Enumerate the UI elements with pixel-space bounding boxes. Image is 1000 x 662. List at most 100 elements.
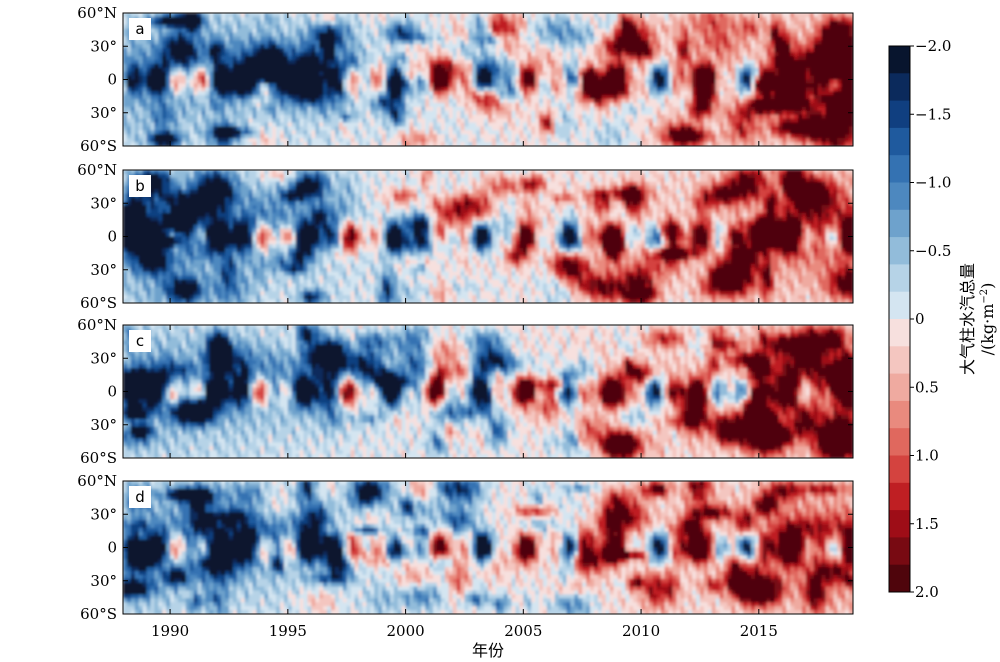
heatmap-cell bbox=[315, 59, 320, 65]
heatmap-cell bbox=[342, 83, 348, 88]
heatmap-cell bbox=[484, 48, 489, 53]
heatmap-cell bbox=[370, 28, 375, 34]
heatmap-cell bbox=[554, 106, 560, 112]
heatmap-cell bbox=[315, 83, 320, 88]
heatmap-cell bbox=[283, 106, 289, 112]
heatmap-cell bbox=[197, 56, 203, 61]
heatmap-cell bbox=[503, 99, 509, 104]
heatmap-cell bbox=[707, 110, 713, 116]
heatmap-cell bbox=[385, 91, 391, 96]
heatmap-cell bbox=[134, 13, 140, 18]
heatmap-cell bbox=[684, 91, 689, 96]
heatmap-cell bbox=[488, 40, 493, 45]
heatmap-cell bbox=[707, 13, 713, 18]
heatmap-cell bbox=[778, 52, 783, 57]
heatmap-cell bbox=[743, 91, 748, 96]
heatmap-cell bbox=[641, 36, 646, 41]
heatmap-cell bbox=[123, 16, 128, 22]
heatmap-cell bbox=[586, 24, 591, 30]
heatmap-cell bbox=[130, 71, 136, 77]
heatmap-cell bbox=[374, 87, 379, 92]
heatmap-cell bbox=[225, 28, 230, 34]
heatmap-cell bbox=[590, 48, 595, 53]
heatmap-cell bbox=[519, 75, 524, 81]
heatmap-cell bbox=[162, 83, 167, 88]
heatmap-cell bbox=[354, 52, 360, 57]
heatmap-cell bbox=[362, 83, 367, 88]
heatmap-cell bbox=[629, 95, 634, 100]
heatmap-cell bbox=[849, 87, 853, 92]
heatmap-cell bbox=[370, 79, 375, 85]
heatmap-cell bbox=[637, 36, 642, 41]
heatmap-cell bbox=[389, 71, 395, 77]
heatmap-cell bbox=[786, 40, 791, 45]
heatmap-cell bbox=[727, 91, 732, 96]
heatmap-cell bbox=[719, 52, 725, 57]
heatmap-cell bbox=[319, 71, 324, 77]
heatmap-cell bbox=[511, 13, 517, 18]
heatmap-cell bbox=[578, 20, 583, 26]
heatmap-cell bbox=[217, 63, 222, 69]
heatmap-cell bbox=[707, 52, 713, 57]
heatmap-cell bbox=[519, 71, 524, 77]
heatmap-cell bbox=[413, 75, 418, 81]
heatmap-cell bbox=[283, 79, 289, 85]
heatmap-cell bbox=[813, 36, 819, 41]
heatmap-cell bbox=[166, 71, 171, 77]
heatmap-cell bbox=[668, 95, 674, 100]
heatmap-cell bbox=[342, 59, 348, 65]
heatmap-cell bbox=[523, 59, 528, 65]
heatmap-cell bbox=[648, 32, 654, 38]
heatmap-cell bbox=[539, 36, 544, 41]
heatmap-cell bbox=[833, 106, 838, 112]
heatmap-cell bbox=[358, 91, 363, 96]
heatmap-cell bbox=[621, 20, 626, 26]
heatmap-cell bbox=[539, 40, 544, 45]
heatmap-cell bbox=[770, 52, 776, 57]
heatmap-cell bbox=[123, 48, 128, 53]
heatmap-cell bbox=[358, 71, 363, 77]
heatmap-cell bbox=[731, 13, 736, 18]
heatmap-cell bbox=[162, 95, 167, 100]
heatmap-cell bbox=[578, 52, 583, 57]
heatmap-cell bbox=[739, 99, 744, 104]
heatmap-cell bbox=[217, 106, 222, 112]
heatmap-cell bbox=[456, 114, 462, 120]
heatmap-cell bbox=[613, 87, 619, 92]
heatmap-cell bbox=[452, 20, 458, 26]
heatmap-cell bbox=[436, 102, 442, 108]
heatmap-cell bbox=[550, 13, 556, 18]
heatmap-cell bbox=[236, 16, 242, 22]
heatmap-cell bbox=[762, 95, 768, 100]
heatmap-cell bbox=[542, 36, 548, 41]
heatmap-cell bbox=[590, 32, 595, 38]
heatmap-cell bbox=[821, 44, 827, 49]
heatmap-cell bbox=[366, 28, 371, 34]
heatmap-cell bbox=[389, 44, 395, 49]
heatmap-cell bbox=[405, 114, 411, 120]
heatmap-cell bbox=[209, 24, 214, 30]
heatmap-cell bbox=[138, 52, 144, 57]
heatmap-cell bbox=[499, 36, 505, 41]
heatmap-cell bbox=[174, 75, 179, 81]
heatmap-cell bbox=[228, 16, 234, 22]
heatmap-cell bbox=[433, 56, 438, 61]
heatmap-cell bbox=[162, 13, 167, 18]
heatmap-cell bbox=[593, 67, 599, 73]
heatmap-cell bbox=[331, 36, 336, 41]
heatmap-cell bbox=[405, 102, 411, 108]
heatmap-cell bbox=[539, 20, 544, 26]
heatmap-cell bbox=[252, 75, 258, 81]
heatmap-cell bbox=[770, 59, 776, 65]
heatmap-cell bbox=[205, 71, 210, 77]
heatmap-cell bbox=[813, 110, 819, 116]
heatmap-cell bbox=[849, 71, 853, 77]
heatmap-cell bbox=[205, 24, 210, 30]
heatmap-cell bbox=[228, 110, 234, 116]
heatmap-cell bbox=[774, 99, 780, 104]
heatmap-cell bbox=[307, 13, 312, 18]
heatmap-cell bbox=[291, 87, 297, 92]
heatmap-cell bbox=[495, 114, 501, 120]
heatmap-cell bbox=[597, 110, 603, 116]
heatmap-cell bbox=[550, 67, 556, 73]
